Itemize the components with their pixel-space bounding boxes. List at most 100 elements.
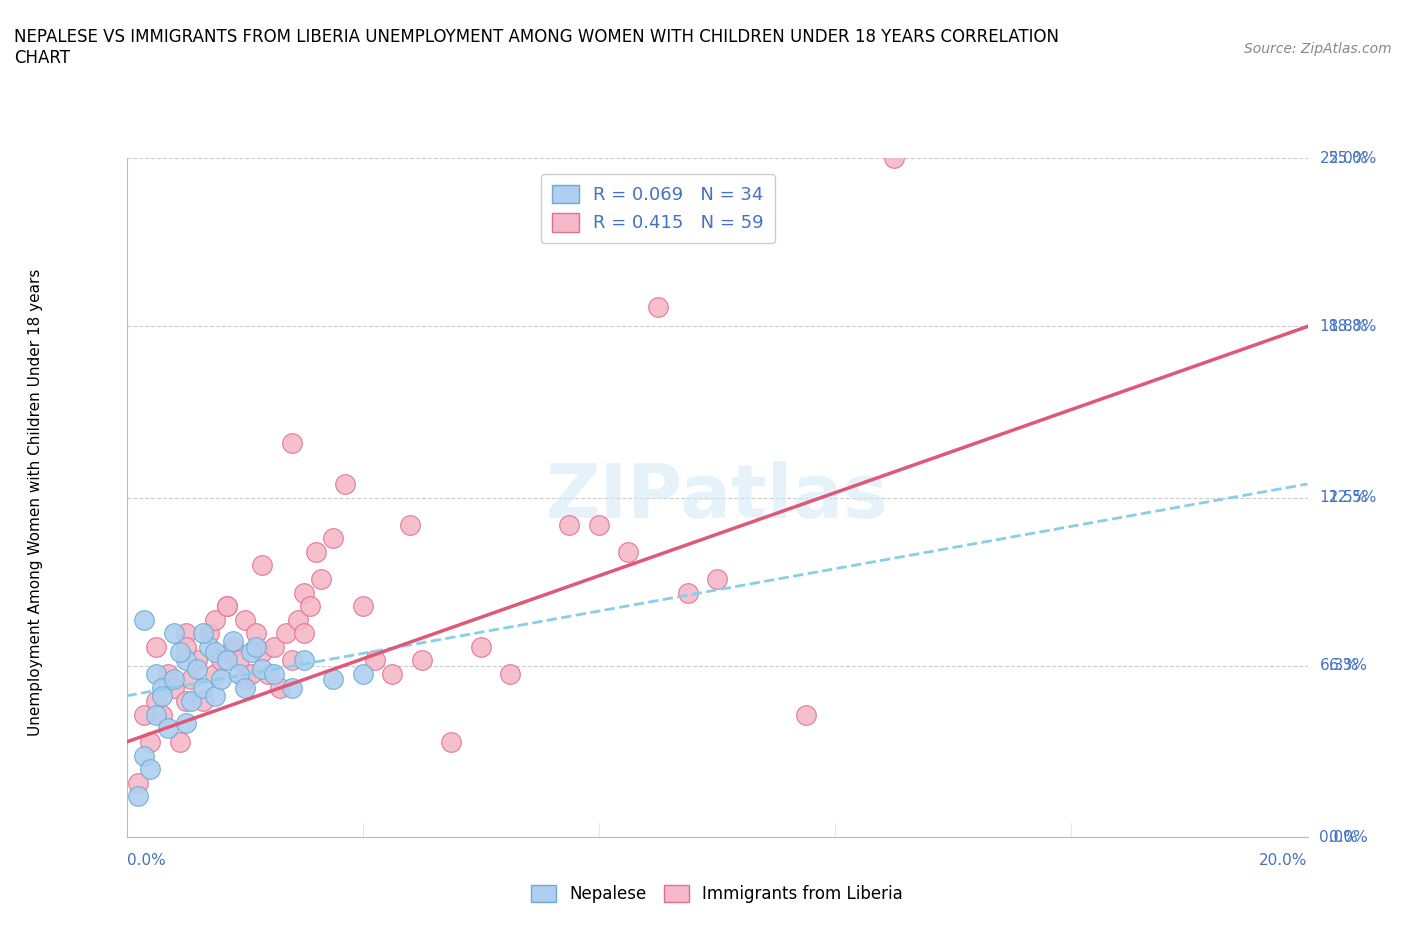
Point (134, 612, 156, 627)
Text: ZIPatlas: ZIPatlas (546, 461, 889, 534)
Point (245, 626, 267, 641)
Point (204, 644, 226, 659)
Point (134, 748, 156, 763)
Point (186, 661, 208, 676)
Point (263, 667, 285, 682)
Point (198, 626, 221, 641)
Point (233, 612, 256, 627)
Point (163, 672, 186, 687)
Point (145, 667, 167, 682)
Text: NEPALESE VS IMMIGRANTS FROM LIBERIA UNEMPLOYMENT AMONG WOMEN WITH CHILDREN UNDER: NEPALESE VS IMMIGRANTS FROM LIBERIA UNEM… (14, 28, 1059, 67)
Point (174, 640, 197, 655)
Point (228, 667, 250, 682)
Point (150, 688, 173, 703)
Point (150, 680, 173, 695)
Point (263, 640, 285, 655)
Point (204, 612, 226, 627)
Point (209, 653, 232, 668)
Point (269, 680, 291, 695)
Point (381, 667, 404, 682)
Point (156, 721, 179, 736)
Point (193, 694, 215, 709)
Point (233, 680, 256, 695)
Point (470, 640, 492, 655)
Point (174, 715, 197, 730)
Point (163, 680, 186, 695)
Text: 20.0%: 20.0% (1260, 853, 1308, 868)
Point (322, 531, 344, 546)
Text: 6.3%: 6.3% (1319, 658, 1358, 673)
Point (352, 667, 374, 682)
Point (145, 708, 167, 723)
Point (292, 585, 315, 600)
Point (169, 735, 191, 750)
Point (145, 694, 167, 709)
Point (222, 640, 245, 655)
Legend: Nepalese, Immigrants from Liberia: Nepalese, Immigrants from Liberia (524, 879, 910, 910)
Point (706, 572, 728, 587)
Point (204, 688, 226, 703)
Point (239, 667, 262, 682)
Point (647, 300, 669, 315)
Point (174, 626, 197, 641)
Point (174, 653, 197, 668)
Text: 12.5%: 12.5% (1329, 490, 1376, 505)
Point (198, 640, 221, 655)
Point (245, 640, 267, 655)
Point (163, 626, 186, 641)
Point (139, 762, 162, 777)
Point (287, 612, 309, 627)
Point (281, 653, 304, 668)
Point (156, 667, 179, 682)
Point (145, 640, 167, 655)
Point (174, 694, 197, 709)
Point (127, 789, 149, 804)
Point (292, 653, 315, 668)
Text: 18.8%: 18.8% (1329, 319, 1376, 334)
Point (311, 572, 333, 587)
Point (352, 599, 374, 614)
Text: 25.0%: 25.0% (1329, 151, 1376, 166)
Point (363, 653, 385, 668)
Point (127, 776, 149, 790)
Point (150, 708, 173, 723)
Point (281, 680, 304, 695)
Point (193, 680, 215, 695)
Text: 0.0%: 0.0% (1319, 830, 1358, 844)
Point (399, 517, 422, 532)
Point (134, 708, 156, 723)
Point (281, 436, 304, 451)
Point (169, 644, 191, 659)
Point (204, 667, 226, 682)
Point (883, 151, 905, 166)
Point (333, 476, 356, 491)
Point (676, 585, 699, 600)
Point (440, 735, 463, 750)
Text: 12.5%: 12.5% (1319, 490, 1368, 505)
Text: 25.0%: 25.0% (1319, 151, 1368, 166)
Point (257, 667, 280, 682)
Point (228, 653, 250, 668)
Point (304, 544, 326, 559)
Point (215, 599, 238, 614)
Text: 0.0%: 0.0% (1329, 830, 1368, 844)
Point (252, 558, 274, 573)
Point (180, 672, 202, 687)
Point (252, 644, 274, 659)
Point (298, 599, 321, 614)
Point (252, 661, 274, 676)
Text: 18.8%: 18.8% (1319, 319, 1368, 334)
Text: 0.0%: 0.0% (127, 853, 166, 868)
Point (292, 626, 315, 641)
Point (215, 653, 238, 668)
Point (186, 653, 208, 668)
Text: Source: ZipAtlas.com: Source: ZipAtlas.com (1244, 42, 1392, 56)
Point (558, 517, 581, 532)
Text: Unemployment Among Women with Children Under 18 years: Unemployment Among Women with Children U… (28, 269, 42, 736)
Point (139, 735, 162, 750)
Point (222, 634, 245, 649)
Point (274, 626, 297, 641)
Point (233, 672, 256, 687)
Text: 6.3%: 6.3% (1329, 658, 1368, 673)
Point (411, 653, 433, 668)
